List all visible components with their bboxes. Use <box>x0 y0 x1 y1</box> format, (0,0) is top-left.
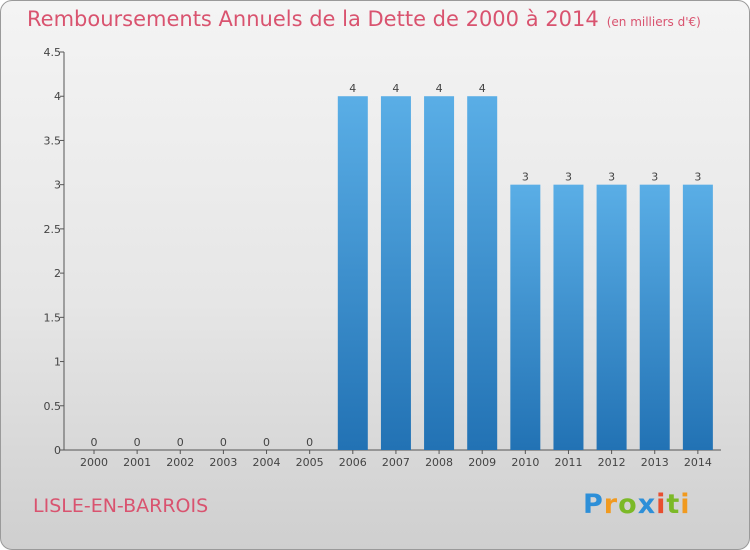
y-tick-label: 3 <box>54 179 61 192</box>
data-label: 4 <box>479 82 486 95</box>
logo-letter: t <box>666 489 681 520</box>
bar <box>510 184 541 450</box>
y-tick-label: 4.5 <box>44 46 62 59</box>
y-tick-label: 1 <box>54 356 61 369</box>
data-label: 3 <box>522 171 529 184</box>
bar <box>639 184 670 450</box>
x-tick-label: 2008 <box>425 456 453 469</box>
y-tick-label: 0.5 <box>44 400 62 413</box>
logo-letter: i <box>656 489 667 520</box>
x-tick-label: 2014 <box>684 456 712 469</box>
x-tick-label: 2007 <box>382 456 410 469</box>
logo-letter: P <box>583 489 604 520</box>
data-label: 4 <box>349 82 356 95</box>
place-name: LISLE-EN-BARROIS <box>33 495 209 517</box>
bar <box>337 96 368 450</box>
chart-title: Remboursements Annuels de la Dette de 20… <box>27 7 701 31</box>
data-label: 0 <box>263 436 270 449</box>
data-label: 0 <box>91 436 98 449</box>
data-label: 4 <box>392 82 399 95</box>
x-tick-label: 2009 <box>468 456 496 469</box>
logo-letter: i <box>680 489 691 520</box>
data-label: 0 <box>220 436 227 449</box>
x-tick-label: 2011 <box>554 456 582 469</box>
y-tick-label: 3.5 <box>44 134 62 147</box>
bar <box>682 184 713 450</box>
x-tick-label: 2002 <box>166 456 194 469</box>
title-units: (en milliers d'€) <box>606 15 701 29</box>
data-label: 3 <box>694 171 701 184</box>
x-tick-label: 2000 <box>80 456 108 469</box>
bar <box>596 184 627 450</box>
logo-letter: x <box>637 489 657 520</box>
x-tick-label: 2006 <box>339 456 367 469</box>
data-label: 0 <box>177 436 184 449</box>
bar <box>380 96 411 450</box>
bar <box>467 96 498 450</box>
logo-letter: r <box>603 489 619 520</box>
y-tick-label: 1.5 <box>44 311 62 324</box>
proxiti-logo: Proxiti <box>583 489 691 520</box>
data-label: 3 <box>651 171 658 184</box>
x-tick-label: 2005 <box>296 456 324 469</box>
data-label: 3 <box>565 171 572 184</box>
data-label: 4 <box>436 82 443 95</box>
x-tick-label: 2001 <box>123 456 151 469</box>
title-text: Remboursements Annuels de la Dette de 20… <box>27 7 599 31</box>
y-tick-label: 4 <box>54 90 61 103</box>
y-tick-label: 2 <box>54 267 61 280</box>
data-label: 0 <box>134 436 141 449</box>
x-tick-label: 2010 <box>511 456 539 469</box>
y-tick-label: 2.5 <box>44 223 62 236</box>
logo-letter: o <box>618 489 638 520</box>
bar <box>424 96 455 450</box>
bar <box>553 184 584 450</box>
x-tick-label: 2004 <box>253 456 281 469</box>
y-tick-label: 0 <box>54 444 61 457</box>
x-tick-label: 2013 <box>641 456 669 469</box>
data-label: 0 <box>306 436 313 449</box>
x-tick-label: 2012 <box>598 456 626 469</box>
bars <box>337 96 713 450</box>
labels: 0 2000 0 2001 0 2002 0 2003 0 2004 0 2005 4 2006 4 2007… <box>80 82 712 469</box>
x-tick-label: 2003 <box>209 456 237 469</box>
data-label: 3 <box>608 171 615 184</box>
